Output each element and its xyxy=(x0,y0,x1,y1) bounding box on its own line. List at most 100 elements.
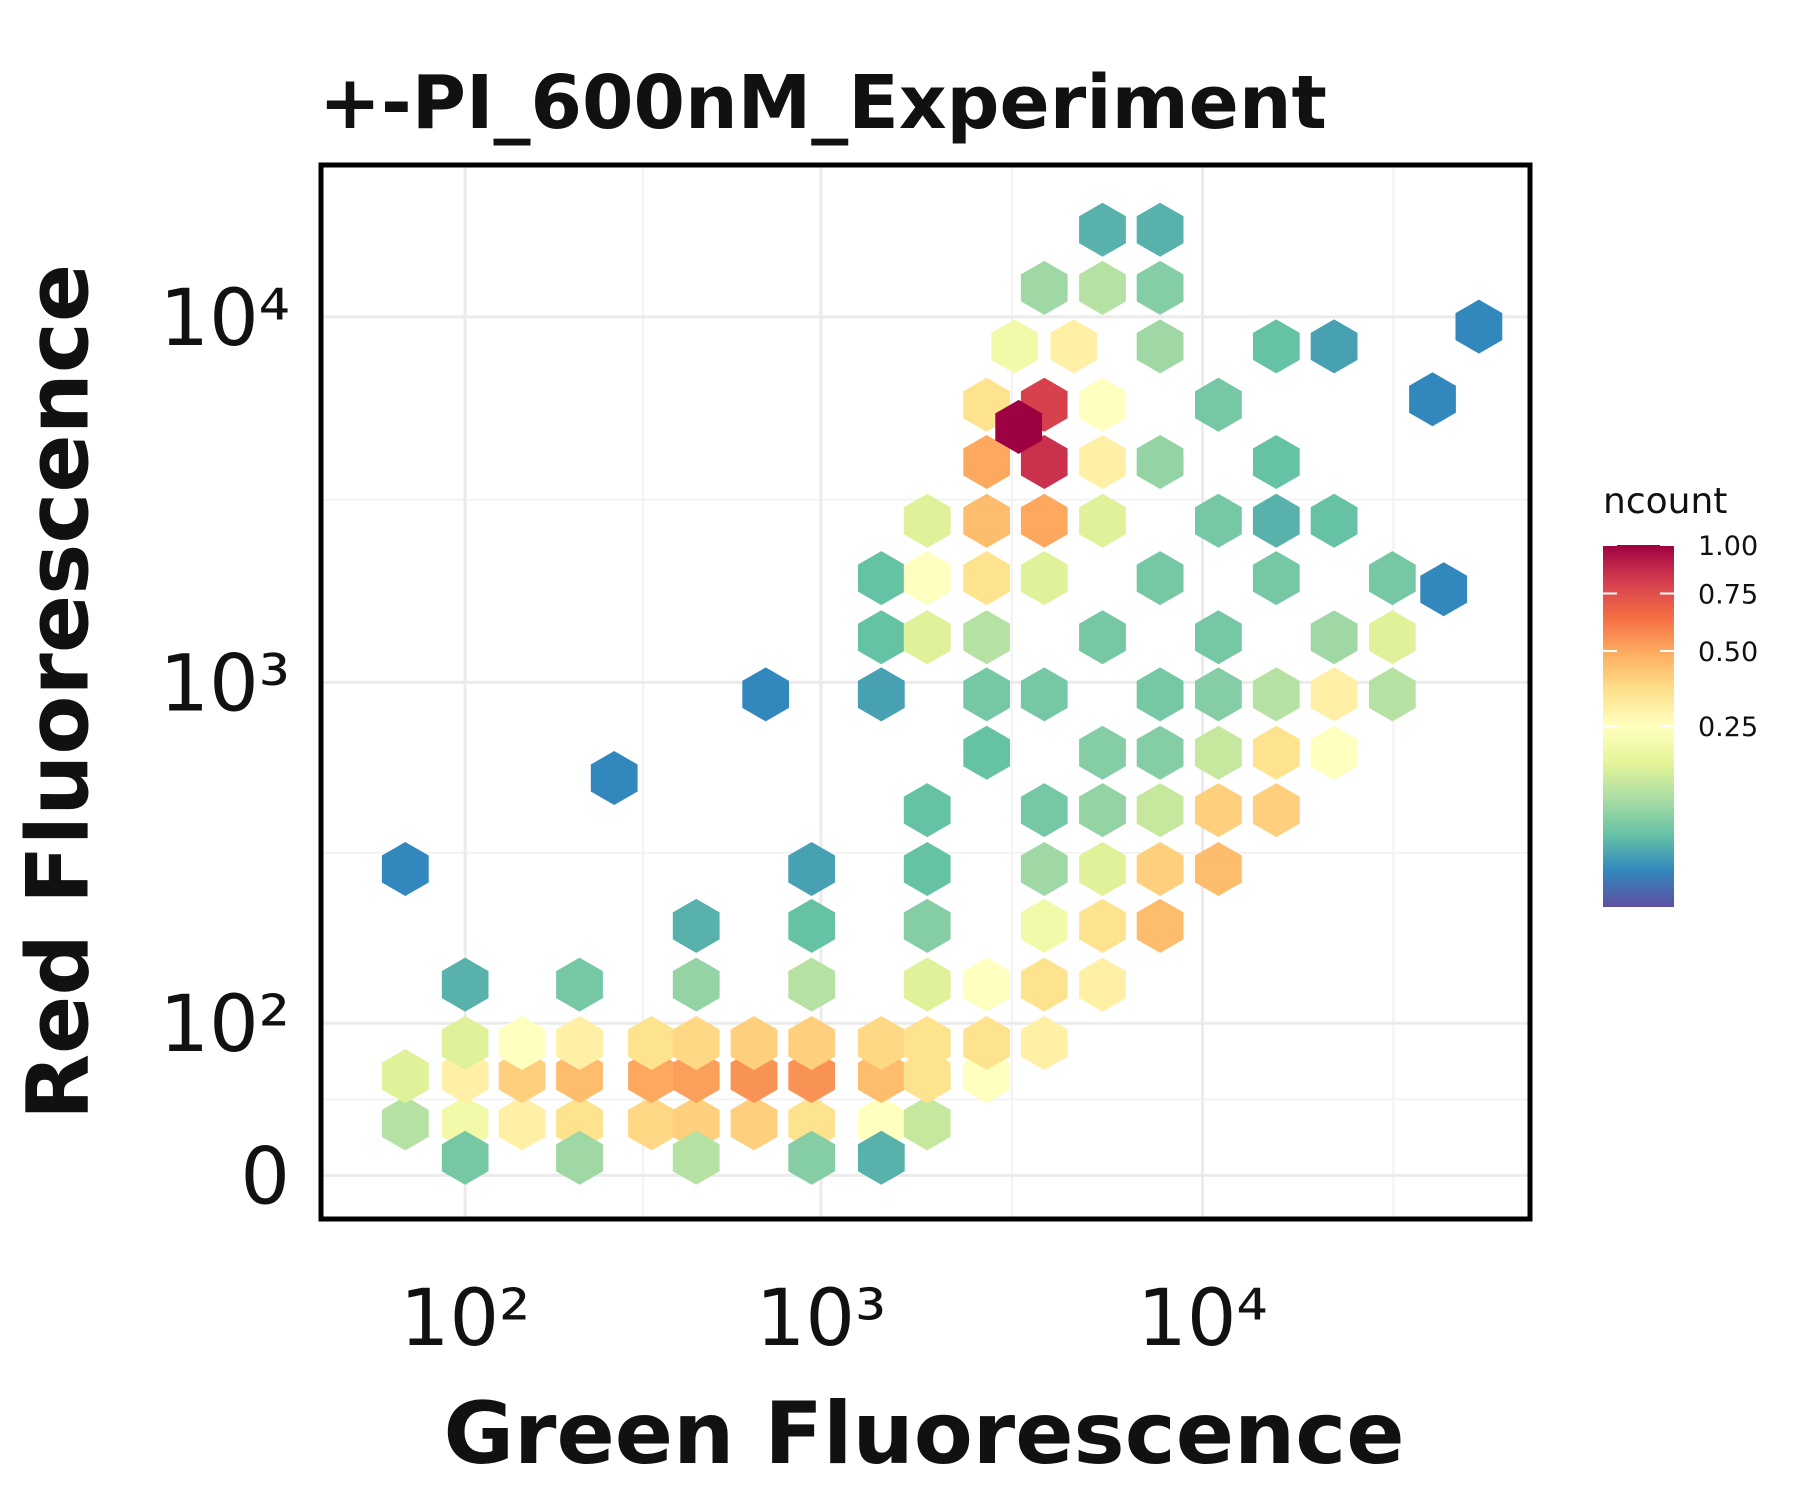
hex-layer xyxy=(381,202,1503,1185)
hex-bin xyxy=(857,667,905,722)
hex-bin xyxy=(857,1096,905,1151)
y-axis-title: Red Fluorescence xyxy=(8,264,108,1120)
hex-bin xyxy=(903,551,951,606)
hex-bin xyxy=(903,898,951,953)
y-tick-label: 10² xyxy=(159,980,290,1070)
axes: 10² 10³ 10⁴ 0 10² 10³ 10⁴ xyxy=(159,274,1267,1364)
hex-bin xyxy=(1020,842,1068,896)
hex-bin xyxy=(381,842,429,896)
hex-bin xyxy=(788,957,835,1012)
hex-bin xyxy=(1136,319,1184,374)
hex-bin xyxy=(788,1130,835,1185)
hex-bin xyxy=(498,1096,546,1151)
hex-bin xyxy=(1079,725,1126,780)
hex-bin xyxy=(963,1016,1010,1070)
hex-bin xyxy=(381,1096,429,1151)
hex-bin xyxy=(788,842,835,896)
hex-bin xyxy=(963,435,1010,489)
hex-bin xyxy=(1079,377,1126,432)
hex-bin xyxy=(903,1096,951,1151)
hex-bin xyxy=(1195,667,1242,722)
hex-bin xyxy=(903,1016,951,1070)
hex-bin xyxy=(672,1016,720,1070)
hex-bin xyxy=(1455,299,1503,354)
hex-bin xyxy=(1195,377,1242,432)
hex-bin xyxy=(857,610,905,665)
hex-bin xyxy=(1252,493,1300,548)
hex-bin xyxy=(995,399,1043,454)
hex-bin xyxy=(963,551,1010,606)
hex-bin xyxy=(1020,667,1068,722)
hex-bin xyxy=(1079,435,1126,489)
hex-bin xyxy=(1136,842,1184,896)
hex-bin xyxy=(1310,667,1358,722)
chart-title: +-PI_600nM_Experiment xyxy=(319,60,1327,146)
hex-bin xyxy=(1369,667,1416,722)
hex-bin xyxy=(1195,493,1242,548)
hex-bin xyxy=(1195,725,1242,780)
hex-bin xyxy=(1136,260,1184,315)
hex-bin xyxy=(1310,493,1358,548)
hex-bin xyxy=(991,319,1038,374)
hex-bin xyxy=(672,1096,720,1151)
hex-bin xyxy=(441,957,489,1012)
hex-bin xyxy=(672,1130,720,1185)
hex-bin xyxy=(1020,898,1068,953)
legend-title: ncount xyxy=(1603,481,1727,522)
hex-bin xyxy=(857,1016,905,1070)
hex-bin xyxy=(903,957,951,1012)
y-tick-label: 10⁴ xyxy=(159,274,290,364)
hex-bin xyxy=(1420,562,1468,617)
hex-bin xyxy=(1252,725,1300,780)
hex-bin xyxy=(441,1096,489,1151)
hex-bin xyxy=(1136,898,1184,953)
hex-bin xyxy=(1079,842,1126,896)
hex-bin xyxy=(963,493,1010,548)
x-tick-label: 10² xyxy=(400,1274,531,1364)
hex-bin xyxy=(1195,610,1242,665)
hex-bin xyxy=(672,957,720,1012)
hex-bin xyxy=(1079,898,1126,953)
colorbar-tick-label: 0.50 xyxy=(1698,637,1758,668)
hex-bin xyxy=(1195,783,1242,838)
hex-bin xyxy=(788,1096,835,1151)
hex-bin xyxy=(963,725,1010,780)
hex-bin xyxy=(1369,551,1416,606)
hex-bin xyxy=(903,493,951,548)
y-tick-label: 0 xyxy=(240,1132,290,1222)
hex-bin xyxy=(963,667,1010,722)
hex-bin xyxy=(857,551,905,606)
hex-bin xyxy=(1079,957,1126,1012)
hex-bin xyxy=(742,667,789,722)
colorbar-tick-label: 0.75 xyxy=(1698,579,1758,610)
hex-bin xyxy=(1020,551,1068,606)
hex-bin xyxy=(628,1016,675,1070)
hex-bin xyxy=(498,1016,546,1070)
legend: ncount 1.00 0.75 0.50 0.25 xyxy=(1603,481,1758,907)
hex-bin xyxy=(1020,957,1068,1012)
hex-bin xyxy=(730,1016,778,1070)
hex-bin xyxy=(788,898,835,953)
hex-bin xyxy=(556,1096,603,1151)
colorbar-tick-label: 1.00 xyxy=(1698,531,1758,562)
hex-bin xyxy=(1136,551,1184,606)
hex-bin xyxy=(1050,319,1098,374)
hex-bin xyxy=(1310,610,1358,665)
x-tick-label: 10⁴ xyxy=(1137,1274,1268,1364)
hex-bin xyxy=(1079,610,1126,665)
hex-bin xyxy=(963,957,1010,1012)
hex-bin xyxy=(672,898,720,953)
hex-bin xyxy=(903,610,951,665)
hex-bin xyxy=(628,1096,675,1151)
hex-bin xyxy=(1136,667,1184,722)
hex-bin xyxy=(1369,610,1416,665)
hex-bin xyxy=(441,1016,489,1070)
hex-bin xyxy=(556,1016,603,1070)
hex-bin xyxy=(1136,725,1184,780)
hex-bin xyxy=(788,1016,835,1070)
hex-bin xyxy=(1020,435,1068,489)
hex-bin xyxy=(903,783,951,838)
hex-bin xyxy=(1079,493,1126,548)
hex-bin xyxy=(1020,260,1068,315)
